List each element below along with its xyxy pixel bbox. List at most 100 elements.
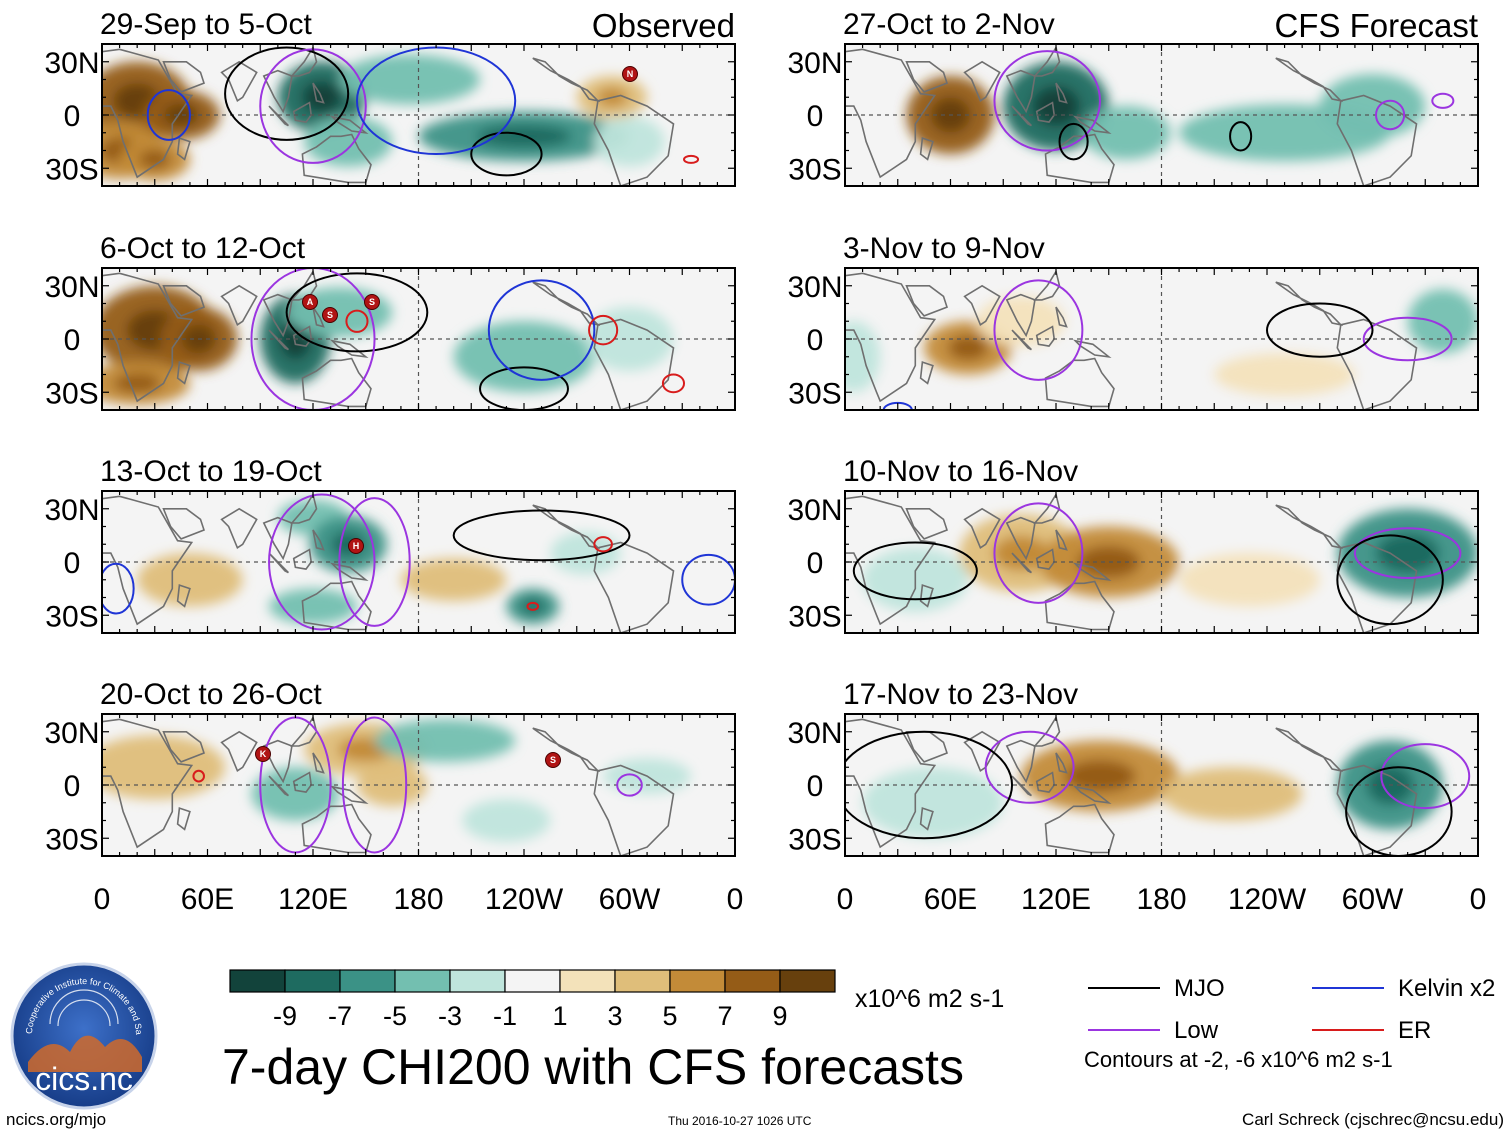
lon-tick-label: 180 <box>393 883 443 916</box>
coastline <box>162 285 205 317</box>
anomaly-core <box>1376 533 1440 574</box>
coastline <box>845 48 937 179</box>
mjo-contour <box>1058 122 1089 161</box>
anomaly-cell <box>400 558 507 602</box>
coastline <box>220 730 258 773</box>
colorbar-swatch <box>339 969 396 993</box>
lon-tick-label: 0 <box>837 883 854 916</box>
anomaly-cell <box>102 735 226 800</box>
mjo-contour <box>470 131 543 177</box>
mjo-contour <box>452 509 631 562</box>
low-contour <box>341 716 408 854</box>
anomaly-cell <box>374 719 516 762</box>
coastline <box>1055 752 1068 774</box>
coastline <box>102 718 194 849</box>
lon-tick-label: 60W <box>599 883 661 916</box>
kelvin-contour <box>681 553 735 606</box>
colorbar-swatch <box>669 969 726 993</box>
coastline <box>176 807 191 831</box>
lon-tick-label: 120W <box>485 883 564 916</box>
lat-tick-label: 30S <box>45 153 98 186</box>
low-contour <box>993 502 1084 604</box>
coastline <box>162 61 205 93</box>
chart-title: 7-day CHI200 with CFS forecasts <box>222 1039 964 1095</box>
coastline <box>268 329 289 351</box>
coastline <box>1044 580 1115 631</box>
coastline <box>1072 785 1112 804</box>
lon-tick-label: 120W <box>1228 883 1307 916</box>
coastline <box>312 82 325 104</box>
panel-period: 13-Oct to 19-Oct <box>100 455 322 488</box>
coastline <box>1035 548 1056 570</box>
mjo-contour <box>1345 766 1453 856</box>
lon-tick-label: 0 <box>727 883 744 916</box>
coastline <box>1336 94 1418 186</box>
coastline <box>262 69 293 114</box>
coastline <box>329 785 369 804</box>
lat-tick-label: 0 <box>807 547 824 580</box>
anomaly-core <box>1032 86 1080 127</box>
coastline <box>1035 771 1056 793</box>
coastline <box>102 495 194 626</box>
legend-label: ER <box>1398 1017 1431 1044</box>
coastline <box>1005 739 1036 784</box>
anomaly-cell <box>594 116 665 167</box>
coastline <box>220 507 258 550</box>
coastline <box>162 731 205 763</box>
lat-tick-label: 0 <box>807 324 824 357</box>
map-panel: 30N 0 30S 3-Nov to 9-Nov <box>787 232 1479 411</box>
storm-label: S <box>327 310 333 320</box>
low-contour <box>1431 92 1455 109</box>
panel-period: 10-Nov to 16-Nov <box>843 455 1078 488</box>
coastline <box>593 94 675 186</box>
colorbar-label: 1 <box>552 1001 567 1030</box>
coastline <box>1011 329 1032 351</box>
panel-period: 3-Nov to 9-Nov <box>843 232 1045 265</box>
low-contour <box>616 773 643 797</box>
lat-tick-label: 30S <box>45 377 98 410</box>
coastline <box>292 101 313 123</box>
panel-period: 20-Oct to 26-Oct <box>100 678 322 711</box>
coastline <box>262 516 293 561</box>
panel-period: 17-Nov to 23-Nov <box>843 678 1078 711</box>
storm-label: A <box>307 297 314 307</box>
coastline <box>593 541 675 633</box>
anomaly-cell <box>453 321 595 393</box>
coastline <box>919 361 934 385</box>
kelvin-contour <box>102 562 135 615</box>
coastline <box>268 105 289 127</box>
coastline <box>593 318 675 410</box>
coastline <box>312 529 325 551</box>
colorbar-swatch <box>724 969 781 993</box>
map-panel: 30N 0 30S 10-Nov to 16-Nov <box>787 455 1479 634</box>
coastline <box>1011 775 1032 797</box>
map-panel: A S S 30N 0 30S 6-Oct to 12-Oct <box>44 232 736 411</box>
anomaly-cell <box>1161 767 1303 821</box>
legend-note: Contours at -2, -6 x10^6 m2 s-1 <box>1084 1047 1393 1072</box>
coastline <box>1055 306 1068 328</box>
er-contour <box>683 154 700 164</box>
low-contour <box>993 279 1084 381</box>
lat-tick-label: 30N <box>44 494 99 527</box>
lat-tick-label: 30S <box>45 600 98 633</box>
mjo-contour <box>479 366 569 410</box>
map-panel: 30N 0 30S 27-Oct to 2-Nov CFS Forecast <box>787 7 1479 187</box>
coastline <box>290 492 318 524</box>
coastline <box>1005 516 1036 561</box>
legend-label: Low <box>1174 1017 1219 1044</box>
footer-url[interactable]: ncics.org/mjo <box>6 1110 107 1129</box>
coastline <box>1336 541 1418 633</box>
coastline <box>329 339 369 358</box>
storm-label: K <box>260 749 267 759</box>
coastline <box>845 718 937 849</box>
kelvin-contour <box>146 89 191 141</box>
lat-tick-label: 0 <box>807 770 824 803</box>
footer-timestamp: Thu 2016-10-27 1026 UTC <box>668 1114 812 1128</box>
lat-tick-label: 0 <box>64 100 81 133</box>
lon-tick-label: 0 <box>94 883 111 916</box>
lon-tick-label: 60E <box>181 883 234 916</box>
lat-tick-label: 30N <box>787 271 842 304</box>
lon-tick-label: 120E <box>278 883 348 916</box>
colorbar-label: 7 <box>717 1001 732 1030</box>
colorbar-swatch <box>614 969 671 993</box>
